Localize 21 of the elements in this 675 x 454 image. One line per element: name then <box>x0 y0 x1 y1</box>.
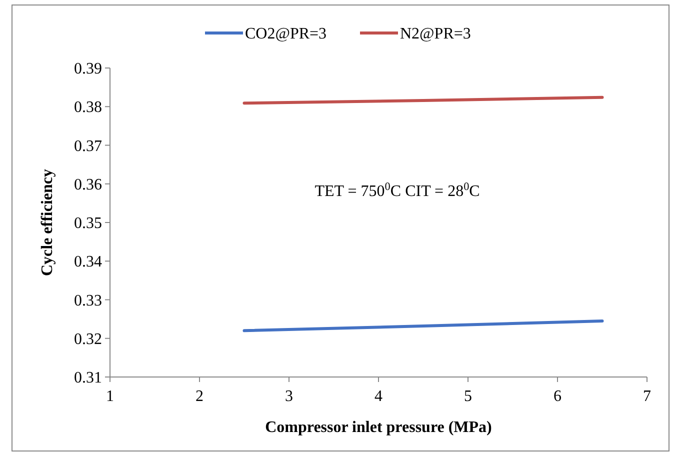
y-tick-label: 0.33 <box>74 292 102 310</box>
legend-label: CO2@PR=3 <box>245 26 327 43</box>
x-tick-label: 1 <box>106 388 114 405</box>
y-tick-label: 0.37 <box>74 138 102 155</box>
y-tick-label: 0.32 <box>74 330 102 348</box>
annotation: TET = 750$^{0}$C CIT = 28$^{0}$C <box>314 181 480 200</box>
x-tick-label: 3 <box>285 388 293 405</box>
x-axis-title: Compressor inlet pressure (MPa) <box>265 419 492 436</box>
y-tick-label: 0.34 <box>74 254 102 271</box>
y-tick-label: 0.38 <box>74 99 102 116</box>
x-tick-label: 7 <box>643 388 651 405</box>
y-tick-label: 0.39 <box>74 60 102 78</box>
x-tick-label: 2 <box>196 388 204 405</box>
y-axis-title: Cycle efficiency <box>39 168 56 276</box>
y-tick-label: 0.31 <box>74 370 102 387</box>
y-tick-label: 0.36 <box>74 176 102 194</box>
x-tick-label: 5 <box>464 388 472 405</box>
legend-label: N2@PR=3 <box>400 26 471 43</box>
x-tick-label: 4 <box>374 388 382 405</box>
y-tick-label: 0.35 <box>74 215 102 232</box>
x-tick-label: 6 <box>554 388 562 405</box>
